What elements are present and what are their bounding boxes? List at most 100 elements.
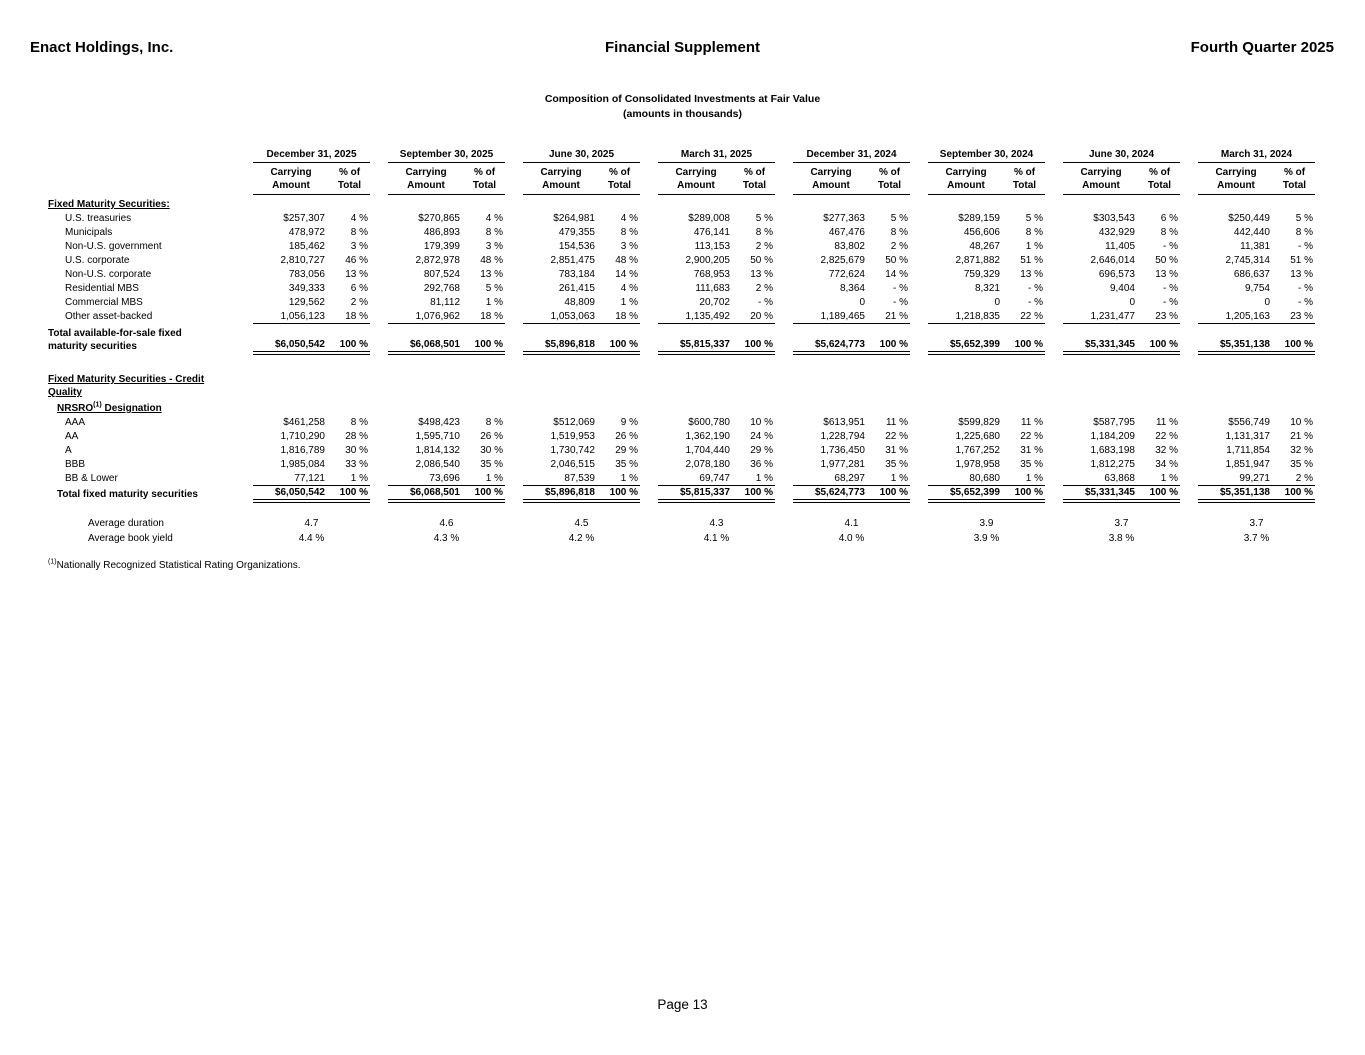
- nrsro-heading: NRSRO(1) Designation: [57, 402, 162, 414]
- metric-value-cell: 3.7: [1114, 517, 1129, 529]
- row-label: A: [65, 445, 72, 456]
- period-header: September 30, 2024: [928, 146, 1045, 163]
- column-gap: [1315, 239, 1317, 253]
- pct-cell: 1 %: [1139, 471, 1180, 486]
- pct-cell: - %: [1163, 241, 1178, 252]
- col-header-carrying-amount: Carrying Amount: [523, 162, 599, 195]
- amount-cell: 113,153: [694, 241, 730, 252]
- table-row: Other asset-backed 1,056,123 18 % 1,076,962…: [48, 309, 1317, 324]
- column-gap: [1315, 253, 1317, 267]
- pct-cell: 11 %: [1155, 417, 1178, 428]
- total-amount-cell: $6,050,542: [253, 323, 329, 355]
- total-amount-cell: $6,068,501: [388, 485, 464, 503]
- nrsro-heading-cell: NRSRO(1) Designation: [48, 399, 253, 415]
- column-gap: [1180, 162, 1198, 194]
- column-gap: [775, 281, 793, 295]
- table-title-line2: (amounts in thousands): [623, 108, 742, 120]
- pct-cell: 4 %: [350, 213, 368, 224]
- column-gap: [1045, 295, 1063, 309]
- amount-cell: 83,802: [834, 241, 865, 252]
- period-header: December 31, 2025: [253, 146, 370, 163]
- table-row: Municipals 478,972 8 % 486,893 8 % 479,355 8 %…: [48, 225, 1317, 239]
- column-gap: [1315, 295, 1317, 309]
- column-gap: [640, 239, 658, 253]
- row-label: AAA: [65, 417, 86, 428]
- pct-cell: 30 %: [480, 445, 503, 456]
- pct-cell: 33 %: [345, 459, 368, 470]
- table-row: Fixed Maturity Securities - Credit Qualit…: [48, 370, 1317, 399]
- pct-cell: 18 %: [464, 309, 505, 324]
- column-gap: [1180, 530, 1198, 545]
- pct-cell: 4 %: [485, 213, 503, 224]
- total-pct-cell: 100 %: [1139, 323, 1180, 355]
- column-gap: [370, 162, 388, 194]
- column-gap: [775, 253, 793, 267]
- column-gap: [1045, 457, 1063, 471]
- metric-label: Average duration: [88, 517, 164, 529]
- metric-value-cell: 3.7 %: [1243, 532, 1270, 544]
- amount-cell: 1,076,962: [388, 309, 464, 324]
- amount-cell: 1,704,440: [685, 445, 731, 456]
- amount-cell: 9,754: [1244, 283, 1270, 294]
- column-gap: [910, 253, 928, 267]
- section-heading-cell: Fixed Maturity Securities - Credit Qualit…: [48, 370, 253, 399]
- column-gap: [775, 295, 793, 309]
- metric-value-cell: 3.9: [979, 517, 994, 529]
- table-row: A 1,816,789 30 % 1,814,132 30 % 1,730,742 29 %…: [48, 443, 1317, 457]
- column-gap: [640, 515, 658, 530]
- pct-cell: - %: [1163, 297, 1178, 308]
- column-gap: [775, 429, 793, 443]
- column-gap: [910, 323, 928, 353]
- metric-value-cell: 4.2 %: [568, 532, 595, 544]
- amount-cell: 1,977,281: [820, 459, 866, 470]
- column-gap: [775, 530, 793, 545]
- amount-cell: 9,404: [1109, 283, 1135, 294]
- column-gap: [640, 309, 658, 323]
- pct-cell: 24 %: [750, 431, 773, 442]
- column-gap: [1045, 471, 1063, 485]
- pct-cell: - %: [1028, 283, 1043, 294]
- amount-cell: 1,812,275: [1090, 459, 1136, 470]
- total-amount-cell: $5,624,773: [793, 323, 869, 355]
- amount-cell: 129,562: [288, 297, 325, 308]
- pct-cell: 1 %: [1004, 471, 1045, 486]
- amount-cell: 2,046,515: [550, 459, 596, 470]
- column-gap: [640, 225, 658, 239]
- row-label: U.S. corporate: [65, 255, 130, 266]
- pct-cell: 31 %: [1020, 445, 1043, 456]
- amount-cell: 2,078,180: [685, 459, 731, 470]
- amount-cell: 1,595,710: [415, 431, 461, 442]
- pct-cell: 2 %: [890, 241, 908, 252]
- metric-value-cell: 3.8 %: [1108, 532, 1135, 544]
- amount-cell: 783,056: [288, 269, 325, 280]
- section-heading-cell: Fixed Maturity Securities:: [48, 194, 253, 211]
- column-gap: [640, 530, 658, 545]
- amount-cell: 0: [859, 297, 865, 308]
- pct-cell: 13 %: [1155, 269, 1178, 280]
- column-gap: [505, 146, 523, 162]
- column-gap: [640, 295, 658, 309]
- pct-cell: 3 %: [350, 241, 368, 252]
- column-gap: [1180, 485, 1198, 501]
- pct-cell: 8 %: [755, 227, 773, 238]
- amount-cell: $556,749: [1228, 417, 1270, 428]
- amount-cell: $289,008: [688, 213, 730, 224]
- period-header: September 30, 2025: [388, 146, 505, 163]
- pct-cell: 2 %: [755, 283, 773, 294]
- amount-cell: $613,951: [823, 417, 865, 428]
- total-label-line2: maturity securities: [48, 341, 137, 352]
- amount-cell: 1,228,794: [820, 431, 866, 442]
- column-gap: [910, 457, 928, 471]
- pct-cell: 14 %: [885, 269, 908, 280]
- metric-value-cell: 4.4 %: [298, 532, 325, 544]
- amount-cell: 8,321: [974, 283, 1000, 294]
- pct-cell: 6 %: [1160, 213, 1178, 224]
- amount-cell: 48,809: [564, 297, 595, 308]
- pct-cell: 22 %: [1020, 431, 1043, 442]
- pct-cell: 11 %: [1020, 417, 1043, 428]
- pct-cell: 23 %: [1139, 309, 1180, 324]
- amount-cell: 0: [994, 297, 1000, 308]
- column-gap: [1315, 211, 1317, 225]
- total-pct-cell: 100 %: [1139, 485, 1180, 503]
- amount-cell: 185,462: [288, 241, 325, 252]
